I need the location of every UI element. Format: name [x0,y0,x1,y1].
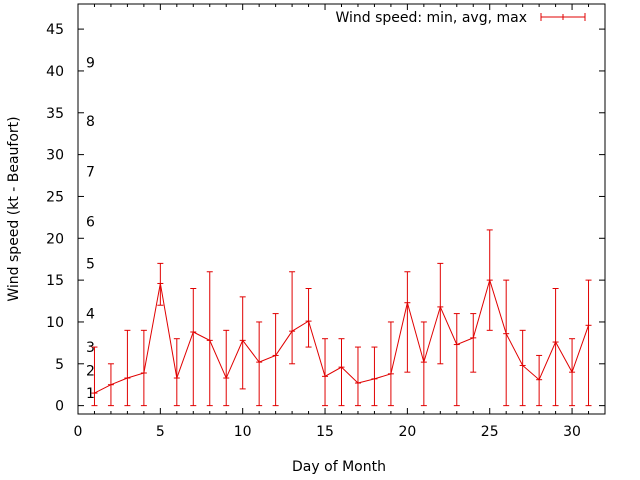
y-tick-label: 35 [46,106,64,122]
beaufort-label: 2 [86,363,95,379]
beaufort-label: 8 [86,114,95,130]
beaufort-label: 6 [86,215,95,231]
y-tick-label: 20 [46,231,64,247]
x-tick-label: 15 [316,424,334,440]
y-tick-label: 5 [55,357,64,373]
y-tick-label: 45 [46,22,64,38]
x-tick-label: 30 [563,424,581,440]
legend: Wind speed: min, avg, max [335,10,586,26]
x-axis: 0 5 10 15 20 25 30 [74,4,606,440]
y-tick-label: 15 [46,273,64,289]
y-axis-label: Wind speed (kt - Beaufort) [6,116,22,301]
y-tick-label: 40 [46,64,64,80]
y-tick-label: 25 [46,189,64,205]
beaufort-label: 4 [86,307,95,323]
x-tick-label: 20 [398,424,416,440]
beaufort-label: 5 [86,256,95,272]
beaufort-label: 3 [86,340,95,356]
x-tick-label: 10 [234,424,252,440]
beaufort-scale: 1 2 3 4 5 6 7 8 9 [86,56,95,403]
x-tick-label: 0 [74,424,83,440]
avg-points [91,279,592,394]
y-tick-label: 10 [46,315,64,331]
beaufort-label: 9 [86,56,95,72]
y-tick-label: 30 [46,148,64,164]
beaufort-label: 1 [86,386,95,402]
beaufort-label: 7 [86,164,95,180]
x-axis-label: Day of Month [292,459,386,475]
x-tick-label: 25 [481,424,499,440]
y-tick-label: 0 [55,399,64,415]
legend-sample [540,13,586,21]
x-tick-label: 5 [156,424,165,440]
legend-label: Wind speed: min, avg, max [335,10,527,26]
